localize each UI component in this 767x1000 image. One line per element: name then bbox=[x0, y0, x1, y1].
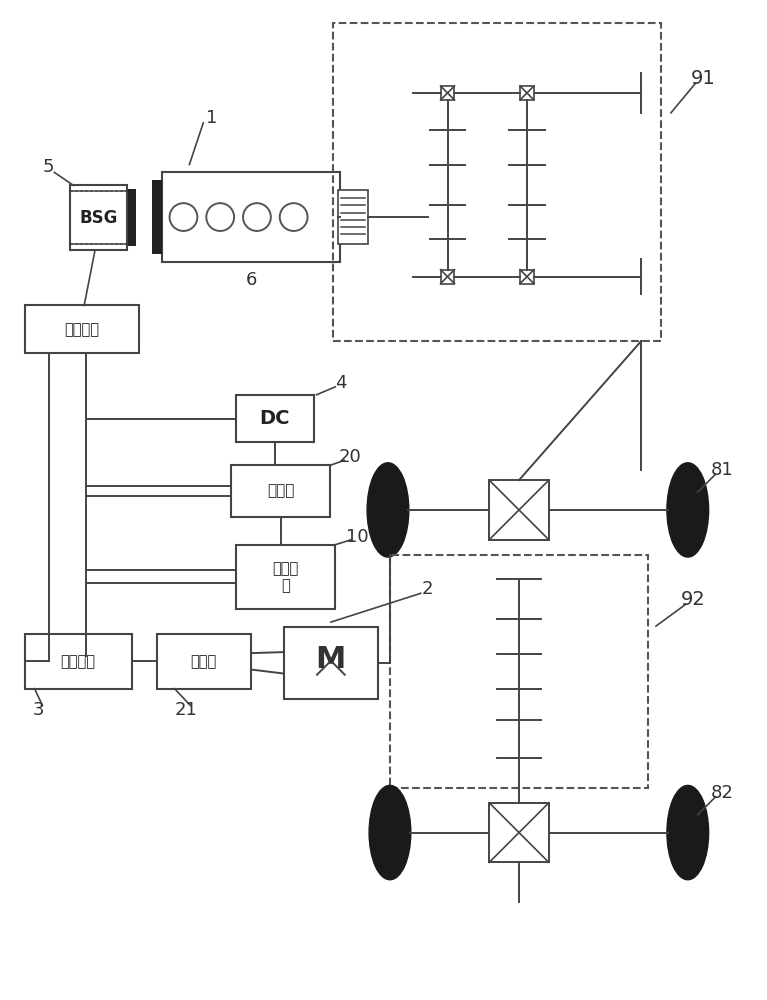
Ellipse shape bbox=[367, 463, 409, 557]
Bar bbox=[152, 180, 162, 254]
Text: 82: 82 bbox=[711, 784, 734, 802]
Text: 20: 20 bbox=[339, 448, 361, 466]
Ellipse shape bbox=[667, 463, 709, 557]
Bar bbox=[25, 634, 132, 689]
Text: 4: 4 bbox=[335, 374, 347, 392]
Bar bbox=[489, 480, 549, 540]
Bar bbox=[440, 86, 455, 100]
Text: 动力电池: 动力电池 bbox=[61, 654, 96, 669]
Text: 蓄电池: 蓄电池 bbox=[267, 484, 295, 499]
Bar bbox=[231, 465, 331, 517]
Text: 6: 6 bbox=[245, 271, 257, 289]
Bar bbox=[284, 688, 378, 699]
Bar bbox=[236, 545, 335, 609]
Text: BSG: BSG bbox=[80, 209, 118, 227]
Circle shape bbox=[280, 203, 308, 231]
Text: 10: 10 bbox=[346, 528, 368, 546]
Text: 21: 21 bbox=[175, 701, 198, 719]
Bar bbox=[127, 189, 136, 246]
Bar bbox=[156, 634, 251, 689]
Bar bbox=[25, 305, 139, 353]
Text: 5: 5 bbox=[43, 158, 54, 176]
Bar bbox=[338, 190, 368, 244]
Text: 控制器: 控制器 bbox=[191, 654, 217, 669]
Circle shape bbox=[206, 203, 234, 231]
Bar bbox=[162, 172, 341, 262]
Bar bbox=[284, 627, 378, 699]
Text: DC: DC bbox=[259, 409, 290, 428]
Text: 3: 3 bbox=[33, 701, 44, 719]
Bar bbox=[334, 23, 661, 341]
Text: 2: 2 bbox=[422, 580, 433, 598]
Text: 91: 91 bbox=[690, 69, 715, 88]
Bar bbox=[520, 270, 534, 284]
Circle shape bbox=[170, 203, 197, 231]
Ellipse shape bbox=[667, 785, 709, 880]
Bar bbox=[284, 627, 378, 638]
Ellipse shape bbox=[369, 785, 411, 880]
Text: 92: 92 bbox=[680, 590, 705, 609]
Text: 81: 81 bbox=[711, 461, 734, 479]
Bar bbox=[236, 395, 314, 442]
Bar bbox=[520, 86, 534, 100]
Text: M: M bbox=[316, 645, 346, 674]
Circle shape bbox=[243, 203, 271, 231]
Text: 1: 1 bbox=[206, 109, 217, 127]
Bar bbox=[71, 185, 127, 250]
Text: 低压电
器: 低压电 器 bbox=[272, 561, 299, 593]
Bar bbox=[390, 555, 648, 788]
Text: 稳压电路: 稳压电路 bbox=[64, 322, 99, 337]
Bar bbox=[489, 803, 549, 862]
Bar bbox=[440, 270, 455, 284]
